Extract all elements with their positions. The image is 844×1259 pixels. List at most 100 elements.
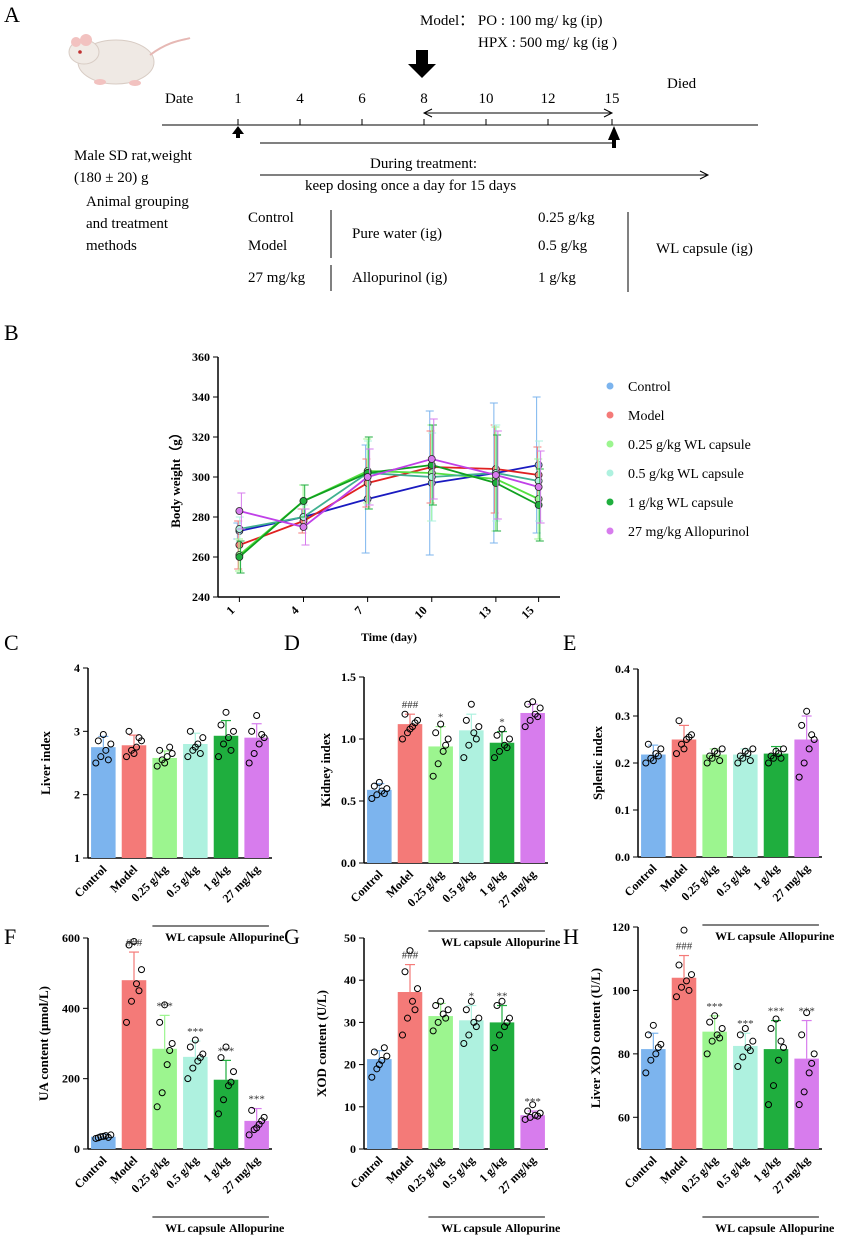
data-dot	[749, 1037, 757, 1045]
timeline-tick-label: 10	[479, 91, 494, 107]
data-dot	[404, 1014, 411, 1022]
data-dot	[437, 997, 445, 1005]
data-dot	[184, 1075, 192, 1083]
data-dot	[765, 1101, 772, 1109]
y-axis-label: Kidney index	[318, 732, 333, 807]
data-dot	[130, 750, 138, 757]
bar	[733, 1045, 758, 1149]
bar	[459, 1020, 484, 1149]
timeline-tick-label: 1	[234, 91, 242, 107]
panel-a-letter: A	[4, 2, 20, 27]
data-dot	[772, 747, 780, 755]
data-dot	[685, 733, 693, 741]
y-axis-label: Liver XOD content (U/L)	[588, 968, 603, 1108]
data-dot	[644, 740, 652, 748]
bar	[641, 754, 666, 857]
data-dot	[529, 698, 537, 706]
legend-entry: Model	[628, 409, 665, 424]
data-dot	[217, 721, 225, 729]
data-dot	[406, 947, 414, 955]
data-dot	[491, 754, 498, 762]
data-dot	[92, 759, 100, 767]
data-dot	[465, 1031, 473, 1039]
data-dot	[163, 753, 171, 761]
bar	[367, 789, 392, 863]
data-dot	[673, 993, 680, 1001]
y-tick-label: 600	[62, 931, 80, 945]
y-tick-label: 360	[192, 350, 210, 364]
bar	[520, 1115, 545, 1149]
data-dot	[94, 737, 102, 745]
significance-mark: ***	[248, 1094, 265, 1106]
data-dot	[680, 745, 688, 753]
data-dot	[444, 1006, 452, 1014]
data-dot	[227, 1078, 235, 1086]
y-tick-label: 400	[62, 1001, 80, 1015]
data-dot	[135, 987, 143, 995]
model-line-2: HPX : 500 mg/ kg (ig )	[478, 35, 617, 51]
data-dot	[703, 1050, 711, 1058]
data-dot	[749, 745, 757, 753]
x-tick-label: 0.5 g/kg	[713, 861, 751, 899]
data-dot	[800, 1088, 808, 1096]
data-point	[427, 455, 436, 463]
data-dot	[196, 1054, 204, 1062]
group-model: Model	[248, 238, 287, 254]
data-dot	[411, 719, 419, 727]
data-dot	[186, 727, 194, 735]
data-point	[491, 471, 500, 479]
dose-1: 1 g/kg	[538, 270, 576, 286]
y-tick-label: 300	[192, 470, 210, 484]
data-dot	[741, 747, 749, 755]
data-dot	[196, 750, 204, 757]
y-tick-label: 4	[74, 661, 80, 675]
data-dot	[496, 1031, 503, 1039]
data-dot	[462, 1006, 470, 1014]
data-point	[363, 473, 372, 481]
data-dot	[97, 753, 105, 761]
data-dot	[411, 1006, 419, 1014]
panel-d-letter: D	[284, 630, 300, 655]
data-dot	[104, 1133, 112, 1141]
data-dot	[248, 727, 256, 735]
data-dot	[102, 746, 110, 754]
x-tick-label: Control	[71, 1153, 109, 1191]
significance-mark: ***	[524, 1096, 541, 1108]
bar	[733, 754, 758, 857]
data-dot	[370, 1048, 378, 1056]
bar	[671, 739, 697, 857]
data-dot	[642, 1069, 650, 1077]
data-dot	[123, 1018, 130, 1026]
model-line-1: Model： PO : 100 mg/ kg (ip)	[420, 13, 603, 29]
data-dot	[166, 1047, 174, 1055]
data-dot	[368, 795, 376, 803]
y-tick-label: 200	[62, 1072, 80, 1086]
data-dot	[432, 729, 440, 737]
data-dot	[186, 1043, 194, 1051]
data-point	[235, 553, 244, 561]
data-dot	[777, 1037, 785, 1045]
data-dot	[498, 997, 506, 1005]
bracket-label: WL capsule	[165, 930, 226, 944]
legend-entry: 0.25 g/kg WL capsule	[628, 438, 751, 453]
y-tick-label: 30	[344, 1015, 356, 1029]
data-dot	[534, 713, 542, 721]
bar	[428, 1016, 453, 1149]
legend-entry: 27 mg/kg Allopurinol	[628, 525, 749, 540]
data-dot	[711, 1012, 719, 1020]
data-dot	[746, 757, 754, 765]
data-dot	[642, 759, 650, 767]
y-tick-label: 1.0	[341, 732, 356, 746]
data-dot	[657, 745, 665, 753]
data-dot	[133, 743, 140, 751]
data-dot	[536, 704, 544, 712]
series-line-3	[239, 472, 539, 530]
bracket-label: WL capsule	[441, 1221, 502, 1235]
data-dot	[217, 1054, 225, 1062]
legend-marker	[606, 382, 614, 390]
data-dot	[496, 747, 503, 755]
data-dot	[795, 1101, 803, 1109]
data-dot	[706, 752, 714, 760]
